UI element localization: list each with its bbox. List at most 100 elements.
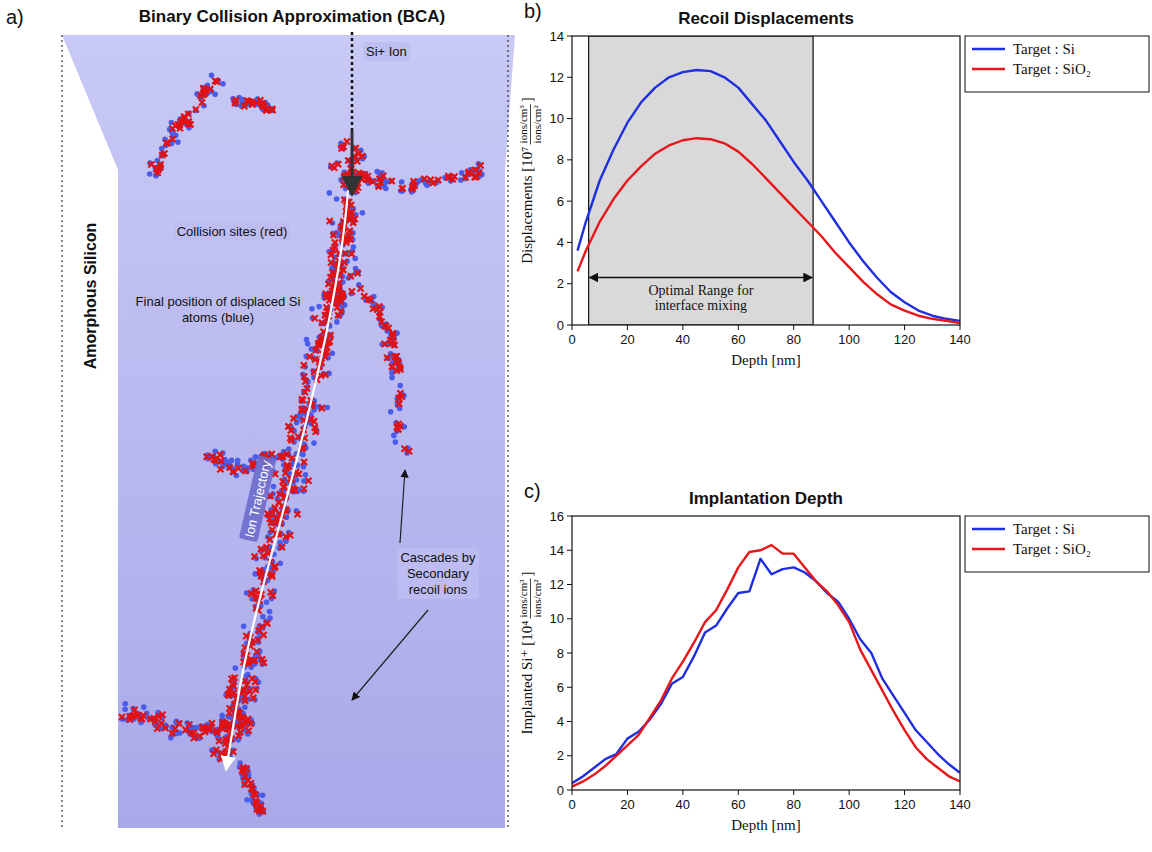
collision-site [241,687,247,693]
collision-site [291,415,297,421]
displaced-atom [147,171,153,177]
collision-site [396,360,402,366]
displaced-atom [271,484,277,490]
displaced-atom [220,81,226,87]
legend-label: Target : Si [1013,521,1075,537]
y-tick [567,201,572,202]
collision-site [389,178,395,184]
collision-site [177,125,183,131]
displaced-atom [370,178,376,184]
x-tick [849,790,850,795]
ion-arrow [351,130,354,195]
text-patch [239,455,277,542]
displaced-atom [305,341,311,347]
collision-site [267,537,273,543]
y-tick-label: 12 [550,70,564,85]
panel-a: a)Binary Collision Approximation (BCA)Si… [6,6,515,828]
collision-site [466,169,472,175]
collision-site [246,99,252,105]
collision-site [397,390,403,396]
displaced-atom [309,306,315,312]
collision-site [191,730,197,736]
range-arrow [590,277,812,278]
collision-site [354,158,360,164]
collision-site [402,446,408,452]
displaced-atom [235,458,241,464]
collision-site [348,202,354,208]
plot-content [572,545,960,786]
collision-site [421,176,427,182]
collision-site [282,470,288,476]
collision-site [288,427,294,433]
collision-site [251,553,257,559]
displaced-atom [209,72,215,78]
collision-site [328,259,334,265]
collision-site [226,710,232,716]
collision-site [312,356,318,362]
displaced-atom [377,176,383,182]
collision-site [246,728,252,734]
collision-site [411,178,417,184]
y-axis-title: Implanted Si⁺ [10⁴ions/cm³ions/cm²] [517,571,543,734]
side-label: Amorphous Silicon [82,223,99,370]
displaced-atom [319,321,325,327]
displaced-atom [244,797,250,803]
text-line: Final position of displaced Si [136,294,301,309]
collision-site [341,144,347,150]
displaced-atom [122,706,128,712]
collision-site [254,649,260,655]
collision-site [181,114,187,120]
collision-site [284,464,290,470]
y-tick [567,790,572,791]
collision-site [256,808,262,814]
pointer-arrow [400,470,405,543]
collision-site [272,505,278,511]
plot-area [572,516,960,790]
displaced-atom [334,319,340,325]
pointer-arrow [352,610,428,700]
displaced-atom [316,304,322,310]
displaced-atom [336,313,342,319]
collision-site [348,216,354,222]
displaced-atom [260,793,266,799]
collision-site [287,435,293,441]
collision-site [156,713,162,719]
collision-site [377,309,383,315]
collision-site [327,218,333,224]
collision-site [186,722,192,728]
displaced-atom [242,705,248,711]
collision-site [264,544,270,550]
panel-label: c) [524,480,541,502]
y-title-close: ] [519,571,535,576]
x-tick-label: 120 [894,797,916,812]
y-tick [567,755,572,756]
collision-site [231,690,237,696]
collision-site [131,707,137,713]
x-tick [682,325,683,330]
legend-swatch [972,528,1005,530]
displaced-atom [239,97,245,103]
legend-swatch [972,68,1005,70]
collision-site [213,747,219,753]
collision-site [301,459,307,465]
fraction-bar [530,578,531,618]
collision-site [252,657,258,663]
collision-site [386,325,392,331]
collision-site [220,722,226,728]
legend-box [965,36,1149,92]
collision-site [344,139,350,145]
collision-site [152,719,158,725]
collision-site [361,293,367,299]
collision-site [315,342,321,348]
chart-title: Recoil Displacements [678,9,854,28]
collision-site [225,692,231,698]
collision-site [164,140,170,146]
collision-site [258,546,264,552]
annotation: Cascades bySecondaryrecoil ions [400,550,476,597]
collision-site [348,273,354,279]
annotation: Final position of displaced Siatoms (blu… [136,294,301,325]
collision-site [214,728,220,734]
y-axis-title: Displacements [10⁷ions/cm³ions/cm²] [517,97,543,263]
legend: Target : SiTarget : SiO₂ [965,516,1149,572]
collision-site [242,774,248,780]
